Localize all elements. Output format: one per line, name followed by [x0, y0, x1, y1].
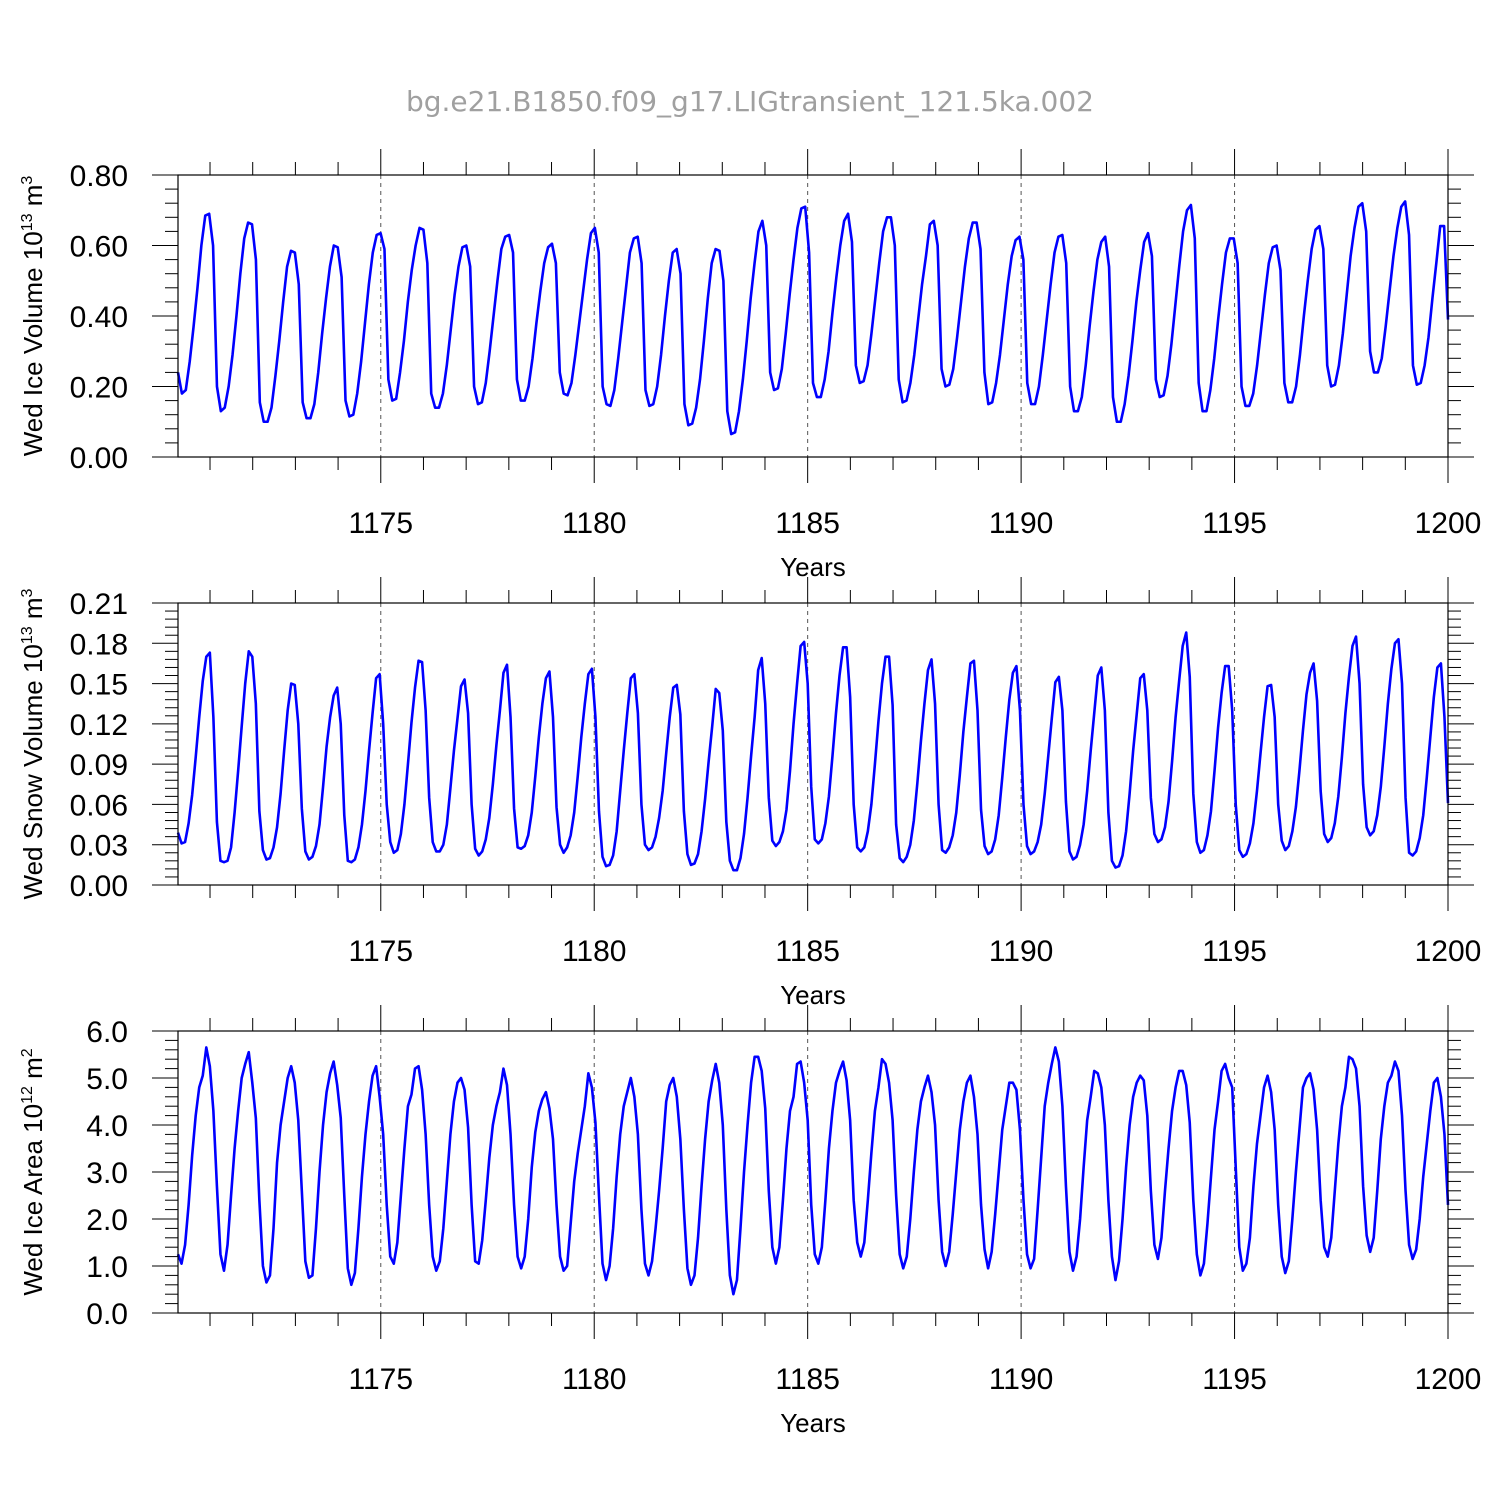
- y-axis-label-text: Wed Snow Volume 10: [18, 644, 48, 899]
- x-tick-label: 1195: [1202, 935, 1267, 968]
- y-tick-label: 6.0: [86, 1016, 128, 1049]
- y-axis-label-text: Wed Ice Area 10: [18, 1104, 48, 1296]
- y-axis-label-exponent: 13: [19, 626, 36, 644]
- y-tick-label: 0.00: [70, 870, 128, 903]
- panels: 0.00 0.20 0.40 0.60 0.80 1175 1180 1185 1190 1195…: [18, 149, 1481, 1438]
- chart-panel-2: 0.00 0.03 0.06 0.09 0.12 0.15 0.18 0.21 1175 1180…: [18, 577, 1481, 1010]
- x-axis-label: Years: [780, 552, 846, 582]
- plot-frame: [177, 602, 1449, 886]
- y-axis-label: Wed Ice Area 1012 m2: [18, 1048, 48, 1295]
- x-tick-label: 1190: [989, 1363, 1054, 1396]
- y-tick-label: 0.06: [70, 789, 128, 822]
- x-tick-label: 1200: [1415, 1363, 1482, 1396]
- x-tick-label: 1190: [989, 935, 1054, 968]
- y-axis-label-exponent: 13: [19, 213, 36, 231]
- y-tick-label: 0.60: [70, 231, 128, 264]
- x-tick-label: 1185: [775, 507, 840, 540]
- x-axis-label: Years: [780, 980, 846, 1010]
- x-tick-label: 1185: [775, 1363, 840, 1396]
- chart-panel-3: 0.0 1.0 2.0 3.0 4.0 5.0 6.0 1175 1180 1185 1190 119…: [18, 1005, 1481, 1438]
- y-axis-label-text: Wed Ice Volume 10: [18, 231, 48, 456]
- y-axis-label-exponent: 3: [19, 176, 36, 185]
- x-tick-label: 1175: [349, 1363, 414, 1396]
- plot-frame: [177, 1030, 1449, 1314]
- y-axis-label: Wed Snow Volume 1013 m3: [18, 588, 48, 899]
- x-tick-label: 1175: [349, 507, 414, 540]
- y-tick-label: 0.80: [70, 160, 128, 193]
- series-line: [176, 200, 1450, 436]
- y-tick-label: 0.12: [70, 709, 128, 742]
- x-tick-label: 1200: [1415, 507, 1482, 540]
- x-tick-label: 1180: [562, 1363, 627, 1396]
- y-axis-label-exponent: 3: [19, 588, 36, 597]
- series-line: [176, 631, 1450, 872]
- y-tick-label: 0.21: [70, 588, 128, 621]
- x-tick-label: 1200: [1415, 935, 1482, 968]
- x-tick-label: 1195: [1202, 507, 1267, 540]
- x-tick-label: 1175: [349, 935, 414, 968]
- y-tick-label: 0.18: [70, 628, 128, 661]
- x-tick-label: 1185: [775, 935, 840, 968]
- series-line: [176, 1046, 1450, 1296]
- y-tick-label: 0.03: [70, 830, 128, 863]
- y-axis-label-text: m: [18, 185, 48, 214]
- y-axis-label-exponent: 2: [19, 1048, 36, 1057]
- y-tick-label: 4.0: [86, 1110, 128, 1143]
- x-tick-label: 1180: [562, 935, 627, 968]
- y-axis-label-exponent: 12: [19, 1086, 36, 1104]
- y-tick-label: 2.0: [86, 1204, 128, 1237]
- y-tick-label: 0.15: [70, 669, 128, 702]
- x-tick-label: 1190: [989, 507, 1054, 540]
- y-tick-label: 3.0: [86, 1157, 128, 1190]
- chart-title: bg.e21.B1850.f09_g17.LIGtransient_121.5k…: [406, 85, 1094, 118]
- y-tick-label: 1.0: [86, 1251, 128, 1284]
- y-tick-label: 5.0: [86, 1063, 128, 1096]
- y-axis-label-text: m: [18, 597, 48, 626]
- y-tick-label: 0.09: [70, 749, 128, 782]
- y-tick-label: 0.40: [70, 301, 128, 334]
- plot-frame: [177, 174, 1449, 458]
- y-tick-label: 0.00: [70, 442, 128, 475]
- x-axis-label: Years: [780, 1408, 846, 1438]
- y-tick-label: 0.20: [70, 372, 128, 405]
- x-tick-label: 1195: [1202, 1363, 1267, 1396]
- chart-panel-1: 0.00 0.20 0.40 0.60 0.80 1175 1180 1185 1190 1195…: [18, 149, 1481, 582]
- y-tick-label: 0.0: [86, 1298, 128, 1331]
- x-tick-label: 1180: [562, 507, 627, 540]
- y-axis-label-text: m: [18, 1057, 48, 1086]
- y-axis-label: Wed Ice Volume 1013 m3: [18, 176, 48, 457]
